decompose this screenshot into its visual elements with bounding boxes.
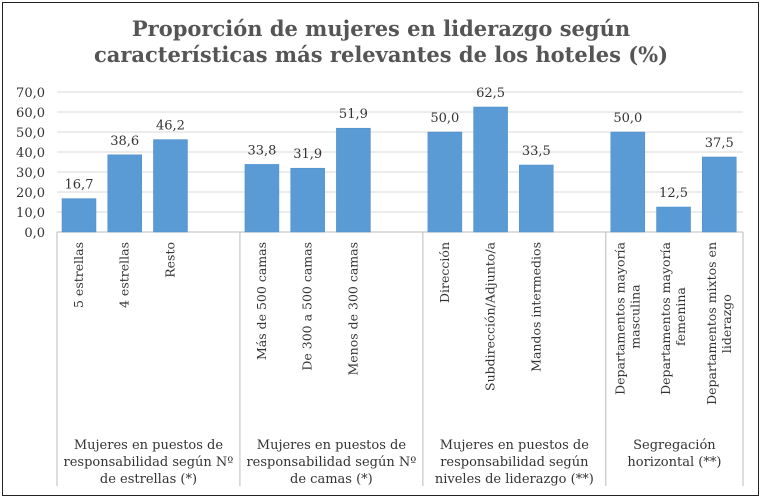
y-tick-label: 0,0 <box>24 226 45 241</box>
data-label: 37,5 <box>705 136 734 151</box>
category-label: Resto <box>162 242 177 278</box>
y-tick-label: 50,0 <box>16 126 45 141</box>
data-label: 16,7 <box>65 178 94 193</box>
y-tick-label: 10,0 <box>16 206 45 221</box>
chart-title: Proporción de mujeres en liderazgo según <box>132 16 630 41</box>
group-label: Segregación <box>633 438 716 453</box>
group-label: niveles de liderazgo (**) <box>435 472 594 487</box>
y-tick-label: 70,0 <box>16 86 45 101</box>
bar <box>107 154 142 233</box>
data-label: 50,0 <box>613 111 642 126</box>
data-label: 31,9 <box>293 147 322 162</box>
category-label: Departamentos mayoría <box>658 241 673 394</box>
category-label: Subdirección/Adjunto/a <box>483 241 498 391</box>
bar <box>519 164 554 233</box>
y-tick-label: 60,0 <box>16 106 45 121</box>
data-label: 38,6 <box>110 134 139 149</box>
data-label: 50,0 <box>430 111 459 126</box>
bar <box>336 127 371 233</box>
category-label: De 300 a 500 camas <box>300 242 315 371</box>
y-tick-label: 40,0 <box>16 146 45 161</box>
bar <box>610 131 646 233</box>
y-tick-label: 20,0 <box>16 186 45 201</box>
group-label: responsabilidad según Nº <box>246 455 416 470</box>
bar <box>702 156 737 233</box>
category-label: Mandos intermedios <box>528 242 543 372</box>
bar <box>473 106 508 233</box>
category-label: liderazgo <box>719 294 734 353</box>
data-label: 33,5 <box>522 144 551 159</box>
category-label: Dirección <box>437 242 452 303</box>
bar <box>427 131 463 233</box>
y-tick-label: 30,0 <box>16 166 45 181</box>
category-label: 5 estrellas <box>71 242 86 308</box>
category-label: femenina <box>673 287 688 346</box>
category-label: Menos de 300 camas <box>345 242 360 376</box>
data-label: 51,9 <box>339 107 368 122</box>
bar <box>61 198 97 233</box>
category-label: masculina <box>627 284 642 349</box>
category-label: Más de 500 camas <box>254 242 269 360</box>
bar <box>290 167 325 233</box>
category-label: Departamentos mixtos en <box>704 242 719 405</box>
category-label: 4 estrellas <box>117 242 132 308</box>
data-label: 62,5 <box>476 86 505 101</box>
group-label: horizontal (**) <box>627 455 721 470</box>
group-label: responsabilidad según Nº <box>64 455 234 470</box>
group-label: de camas (*) <box>290 472 373 487</box>
data-label: 46,2 <box>156 119 185 134</box>
bar <box>153 139 188 233</box>
bar <box>244 164 280 233</box>
category-label: Departamentos mayoría <box>612 241 627 394</box>
group-label: de estrellas (*) <box>100 472 197 487</box>
bar <box>656 206 691 233</box>
data-label: 12,5 <box>659 186 688 201</box>
group-label: responsabilidad según <box>440 455 589 470</box>
group-label: Mujeres en puestos de <box>440 438 590 453</box>
chart-title: características más relevantes de los ho… <box>94 42 668 67</box>
group-label: Mujeres en puestos de <box>74 438 224 453</box>
data-label: 33,8 <box>247 143 276 158</box>
group-label: Mujeres en puestos de <box>257 438 407 453</box>
chart-frame <box>2 2 759 496</box>
